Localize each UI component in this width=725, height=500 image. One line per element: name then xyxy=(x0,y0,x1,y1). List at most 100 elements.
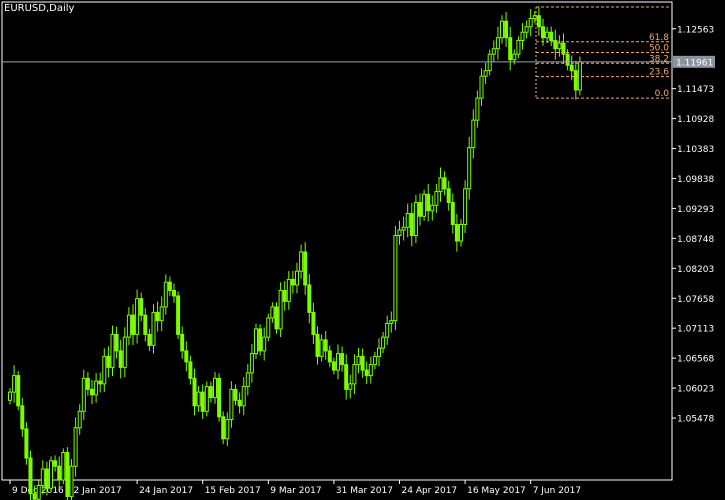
candle-body xyxy=(344,364,349,390)
candle-body xyxy=(311,311,316,335)
candle-body xyxy=(155,311,160,322)
candle-body xyxy=(143,314,148,335)
candle-body xyxy=(57,465,62,481)
x-tick-label: 24 Apr 2017 xyxy=(402,486,458,496)
candle-body xyxy=(545,31,550,39)
candle-body xyxy=(446,188,451,204)
x-tick-label: 2 Jan 2017 xyxy=(74,486,122,496)
candle-body xyxy=(372,355,377,366)
y-tick-label: 1.09293 xyxy=(677,205,714,215)
candle-body xyxy=(520,31,525,41)
candle-body xyxy=(28,457,33,495)
candle-body xyxy=(315,333,320,357)
candle-body xyxy=(49,460,53,489)
candle-body xyxy=(524,26,529,33)
candle-body xyxy=(577,61,582,91)
candle-body xyxy=(245,372,250,388)
current-price-label: 1.11961 xyxy=(676,58,713,68)
candle-body xyxy=(471,119,476,149)
y-tick-label: 1.10383 xyxy=(677,145,714,155)
candle-body xyxy=(114,333,119,352)
candle-body xyxy=(131,314,135,335)
candle-body xyxy=(467,147,472,190)
candle-body xyxy=(102,355,107,385)
candle-body xyxy=(192,377,197,407)
candle-body xyxy=(262,336,267,352)
candle-body xyxy=(364,369,369,377)
candle-body xyxy=(405,213,410,228)
x-tick-label: 9 Mar 2017 xyxy=(270,486,321,496)
candle-body xyxy=(94,380,99,396)
candle-body xyxy=(303,251,308,286)
candle-body xyxy=(204,386,209,412)
candle-body xyxy=(282,289,287,302)
candle-body xyxy=(237,399,242,407)
fibo-level-label: 23.6 xyxy=(649,68,669,78)
candle-body xyxy=(32,493,37,500)
candle-body xyxy=(532,15,537,19)
candle-body xyxy=(434,191,439,206)
candle-body xyxy=(463,188,468,226)
candle-body xyxy=(528,17,533,28)
candle-body xyxy=(491,48,496,55)
candle-body xyxy=(553,39,558,50)
candle-body xyxy=(90,388,94,396)
candle-body xyxy=(258,328,263,352)
candle-body xyxy=(151,311,156,346)
candle-body xyxy=(69,465,74,497)
fibo-level-label: 38.2 xyxy=(649,54,669,64)
chart-title: EURUSD,Daily xyxy=(4,3,75,14)
candle-body xyxy=(241,386,246,407)
candle-body xyxy=(426,193,431,212)
candle-body xyxy=(266,317,271,338)
candle-body xyxy=(254,328,258,355)
candle-body xyxy=(389,320,394,324)
candle-body xyxy=(504,20,509,39)
candle-body xyxy=(20,405,25,430)
candle-body xyxy=(565,53,570,66)
candle-body xyxy=(479,75,484,99)
candle-body xyxy=(381,336,386,349)
candle-body xyxy=(295,270,299,286)
y-tick-label: 1.05478 xyxy=(677,415,714,425)
candle-body xyxy=(422,193,427,217)
candle-body xyxy=(413,202,418,237)
candle-body xyxy=(516,39,521,55)
candle-body xyxy=(487,53,492,72)
candle-body xyxy=(438,177,443,193)
candle-body xyxy=(327,350,332,363)
candle-body xyxy=(319,339,324,357)
candle-body xyxy=(454,224,459,242)
plot-frame xyxy=(1,1,673,481)
candle-body xyxy=(36,484,41,500)
candle-body xyxy=(430,204,435,212)
candle-body xyxy=(500,20,504,39)
candle-body xyxy=(85,377,90,390)
candle-body xyxy=(217,377,222,418)
candle-body xyxy=(397,229,402,237)
x-tick-label: 15 Feb 2017 xyxy=(205,486,261,496)
candle-body xyxy=(213,377,217,399)
candle-body xyxy=(401,226,406,231)
candle-body xyxy=(122,336,127,368)
candle-body xyxy=(336,353,340,371)
candle-body xyxy=(81,377,86,412)
candle-body xyxy=(561,42,566,55)
candle-body xyxy=(340,353,345,366)
candle-body xyxy=(356,355,361,366)
candle-body xyxy=(360,355,365,371)
candle-body xyxy=(418,202,422,217)
candle-body xyxy=(549,31,554,41)
candle-body xyxy=(393,235,398,322)
candle-body xyxy=(573,70,578,91)
candle-body xyxy=(40,468,45,486)
candle-body xyxy=(368,364,373,377)
candle-body xyxy=(249,353,254,374)
candle-body xyxy=(44,468,49,489)
candle-body xyxy=(450,202,455,226)
x-tick-label: 31 Mar 2017 xyxy=(336,486,393,496)
candle-body xyxy=(409,213,414,237)
candle-body xyxy=(459,224,463,242)
candle-body xyxy=(475,97,480,121)
